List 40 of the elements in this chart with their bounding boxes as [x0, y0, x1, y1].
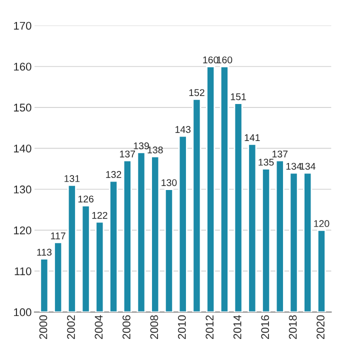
data-label: 134 [286, 162, 302, 170]
data-label: 137 [120, 150, 136, 158]
x-tick-label: 2006 [122, 315, 130, 339]
x-tick-label: 2002 [67, 315, 75, 339]
data-label: 117 [51, 232, 66, 240]
y-tick-label: 150 [14, 104, 32, 112]
data-label: 160 [217, 56, 232, 64]
data-label: 132 [106, 171, 122, 178]
x-tick-label: 2010 [178, 315, 186, 339]
y-tick-label: 100 [14, 308, 32, 316]
y-tick-label: 120 [14, 226, 32, 234]
x-tick-label: 2018 [288, 315, 297, 339]
data-label: 137 [272, 150, 288, 158]
x-tick-label: 2008 [150, 315, 158, 339]
x-tick-label: 2016 [261, 315, 270, 339]
x-tick-label: 2012 [206, 315, 214, 339]
data-label: 160 [203, 56, 218, 64]
data-label: 138 [148, 146, 163, 154]
x-tick-label: 2020 [316, 315, 324, 339]
y-tick-label: 170 [14, 22, 32, 30]
y-tick-label: 130 [14, 186, 32, 194]
data-label: 143 [175, 126, 191, 133]
data-label: 130 [162, 179, 177, 186]
data-label: 122 [92, 212, 108, 219]
data-label: 126 [78, 196, 94, 202]
data-label: 134 [300, 162, 316, 170]
data-label: 131 [64, 175, 80, 182]
y-tick-label: 110 [14, 267, 32, 276]
y-tick-label: 160 [14, 62, 32, 71]
y-tick-label: 140 [14, 144, 32, 152]
data-label: 135 [258, 158, 274, 166]
x-tick-label: 2004 [94, 315, 103, 339]
data-label: 139 [134, 142, 149, 150]
x-tick-label: 2014 [233, 315, 242, 339]
data-label: 151 [230, 93, 246, 100]
x-tick-label: 2000 [39, 315, 48, 339]
data-label: 152 [189, 89, 204, 96]
data-label: 120 [314, 220, 330, 228]
data-label: 141 [244, 134, 260, 141]
data-label: 113 [37, 248, 52, 256]
